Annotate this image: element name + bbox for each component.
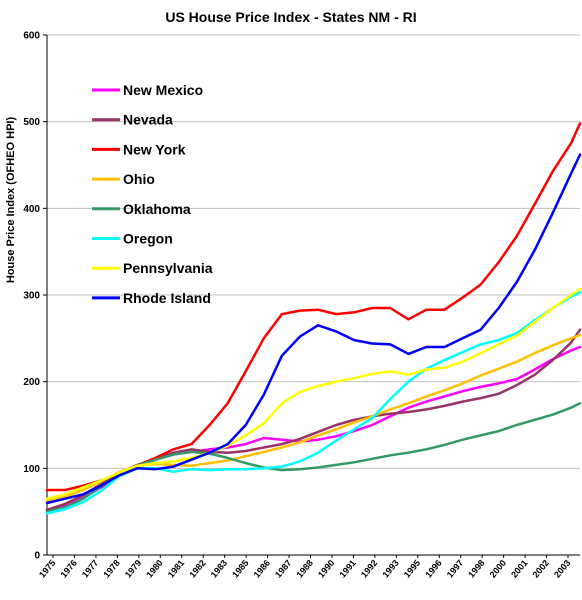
- x-tick-label: 1976: [58, 558, 79, 580]
- series-lines: [45, 122, 582, 515]
- x-tick-label: 1981: [166, 558, 187, 580]
- legend-label-oklahoma: Oklahoma: [123, 201, 191, 217]
- x-tick-label: 1993: [380, 558, 401, 580]
- legend-label-new-york: New York: [123, 141, 186, 157]
- x-tick-label: 1985: [230, 558, 251, 580]
- y-tick-label: 600: [23, 31, 40, 42]
- legend: New Mexico Nevada New York Ohio Oklahoma Oreg…: [92, 82, 213, 306]
- x-tick-label: 1997: [445, 558, 466, 580]
- x-tick-label: 1987: [273, 558, 294, 580]
- series-line-oklahoma: [45, 402, 582, 513]
- x-tick-label: 1978: [101, 558, 122, 580]
- x-tick-label: 1998: [466, 558, 487, 580]
- x-tick-label: 2000: [488, 558, 509, 580]
- series-line-new-mexico: [45, 345, 582, 512]
- x-tick-label: 1991: [337, 558, 358, 580]
- x-tick-label: 1977: [80, 558, 101, 580]
- x-tick-label: 1986: [252, 558, 273, 580]
- series-line-rhode-island: [45, 153, 582, 505]
- x-tick-label: 1979: [123, 558, 144, 580]
- chart-title: US House Price Index - States NM - RI: [165, 9, 416, 25]
- y-axis-label: House Price Index (OFHEO HPI): [5, 117, 17, 284]
- y-tick-label: 0: [34, 551, 40, 562]
- y-tick-label: 500: [23, 117, 40, 128]
- x-tick-label: 1980: [144, 558, 165, 580]
- x-tick-label: 1990: [316, 558, 337, 580]
- y-tick-label: 100: [23, 464, 40, 475]
- x-tick-label: 1975: [37, 558, 58, 580]
- legend-label-oregon: Oregon: [123, 231, 173, 247]
- y-tick-label: 300: [23, 291, 40, 302]
- y-tick-label: 400: [23, 204, 40, 215]
- series-line-pennsylvania: [45, 287, 582, 500]
- x-tick-label: 2003: [552, 558, 573, 580]
- gridlines: [47, 34, 580, 469]
- x-tick-label: 1988: [294, 558, 315, 580]
- x-tick-label: 1995: [402, 558, 423, 580]
- x-tick-label: 1996: [423, 558, 444, 580]
- x-tick-label: 1982: [187, 558, 208, 580]
- x-tick-label: 2002: [531, 558, 552, 580]
- legend-label-nevada: Nevada: [123, 112, 173, 128]
- legend-label-new-mexico: New Mexico: [123, 82, 203, 98]
- x-tick-label: 1992: [359, 558, 380, 580]
- series-line-ohio: [45, 333, 582, 503]
- legend-label-rhode-island: Rhode Island: [123, 290, 211, 306]
- series-line-oregon: [45, 291, 582, 515]
- series-line-nevada: [45, 328, 582, 512]
- x-tick-label: 2001: [509, 558, 530, 580]
- y-tick-label: 200: [23, 377, 40, 388]
- legend-label-ohio: Ohio: [123, 171, 155, 187]
- x-tick-label: 1983: [209, 558, 230, 580]
- legend-label-pennsylvania: Pennsylvania: [123, 260, 213, 276]
